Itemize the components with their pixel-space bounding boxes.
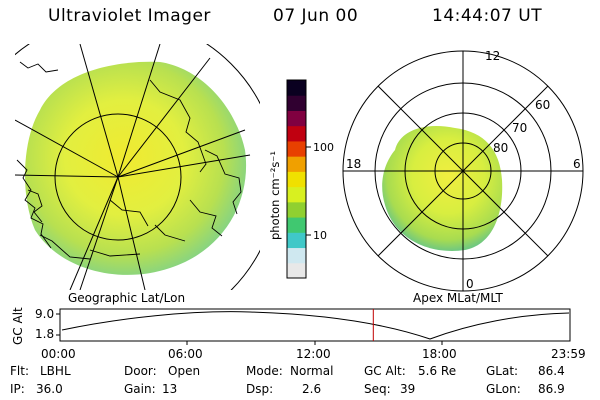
mlt-label-0: 0 (466, 277, 474, 291)
geo-lat-circle (54, 113, 182, 241)
auroral-emission-mag (382, 126, 503, 251)
gain-label: Gain: (124, 382, 156, 396)
colorbar-unit-label: photon cm⁻²s⁻¹ (268, 151, 282, 240)
colorbar-cell (287, 262, 306, 279)
mag-panel-label: Apex MLat/MLT (413, 291, 503, 305)
colorbar: 100 10 photon cm⁻²s⁻¹ (268, 79, 334, 279)
auroral-emission-geo (24, 61, 247, 275)
mlt-label-18: 18 (346, 157, 361, 171)
observation-date: 07 Jun 00 (273, 6, 359, 26)
colorbar-cell (287, 140, 306, 157)
colorbar-cell (287, 95, 306, 111)
mode-label: Mode: (246, 364, 283, 378)
glon-label: GLon: (486, 382, 521, 396)
mlt-label-6: 6 (573, 157, 581, 171)
magnetic-polar-plot: 12 18 6 0 80 70 60 (342, 49, 584, 292)
glat-label: GLat: (486, 364, 519, 378)
observation-time: 14:44:07 UT (432, 6, 543, 26)
timeline-xtick-1200: 12:00 (296, 347, 331, 361)
colorbar-cell (287, 125, 306, 142)
timeline-xtick-1800: 18:00 (422, 347, 457, 361)
ip-label: IP: (10, 382, 25, 396)
colorbar-tick-label-100: 100 (313, 141, 334, 154)
door-label: Door: (124, 364, 157, 378)
colorbar-cell (287, 232, 306, 249)
mlat-label-70: 70 (512, 121, 527, 135)
orbit-timeline: Geographic Lat/Lon Apex MLat/MLT 9.0 1.8… (11, 291, 586, 361)
mlat-label-80: 80 (493, 141, 508, 155)
gcalt-value: 5.6 Re (418, 364, 457, 378)
timeline-ylabel: GC Alt (11, 307, 25, 345)
timeline-frame (59, 308, 571, 342)
filter-label: Flt: (10, 364, 29, 378)
timeline-ytick-9: 9.0 (35, 307, 54, 321)
timeline-ticks (56, 313, 443, 345)
geographic-map (15, 44, 260, 290)
colorbar-cell (287, 247, 306, 264)
timeline-ytick-1-8: 1.8 (35, 327, 54, 341)
glat-value: 86.4 (538, 364, 565, 378)
colorbar-tick-label-10: 10 (313, 229, 327, 242)
colorbar-frame (286, 79, 307, 279)
geo-meridians (15, 44, 251, 290)
mlat-label-60: 60 (535, 98, 550, 112)
colorbar-cell (287, 80, 306, 96)
colorbar-cell (287, 217, 306, 233)
colorbar-cell (287, 110, 306, 127)
timeline-xtick-2359: 23:59 (551, 347, 586, 361)
glon-value: 86.9 (538, 382, 565, 396)
ip-value: 36.0 (36, 382, 63, 396)
colorbar-cell (287, 201, 306, 218)
coastlines (16, 61, 242, 260)
mode-value: Normal (290, 364, 334, 378)
seq-value: 39 (400, 382, 416, 396)
gcalt-label: GC Alt: (364, 364, 406, 378)
dsp-value: 2.6 (302, 382, 322, 396)
instrument-title: Ultraviolet Imager (48, 6, 211, 26)
mlt-spokes (343, 51, 583, 291)
timeline-xtick-0600: 06:00 (168, 347, 203, 361)
geo-panel-label: Geographic Lat/Lon (68, 291, 185, 305)
gc-altitude-curve (61, 311, 570, 340)
gain-value: 13 (162, 382, 178, 396)
colorbar-cell (287, 171, 306, 188)
dsp-label: Dsp: (246, 382, 274, 396)
mlt-label-12: 12 (485, 49, 500, 63)
colorbar-cell (287, 156, 306, 172)
filter-value: LBHL (40, 364, 71, 378)
door-value: Open (168, 364, 201, 378)
seq-label: Seq: (364, 382, 391, 396)
colorbar-cell (287, 186, 306, 203)
timeline-xtick-0000: 00:00 (41, 347, 76, 361)
